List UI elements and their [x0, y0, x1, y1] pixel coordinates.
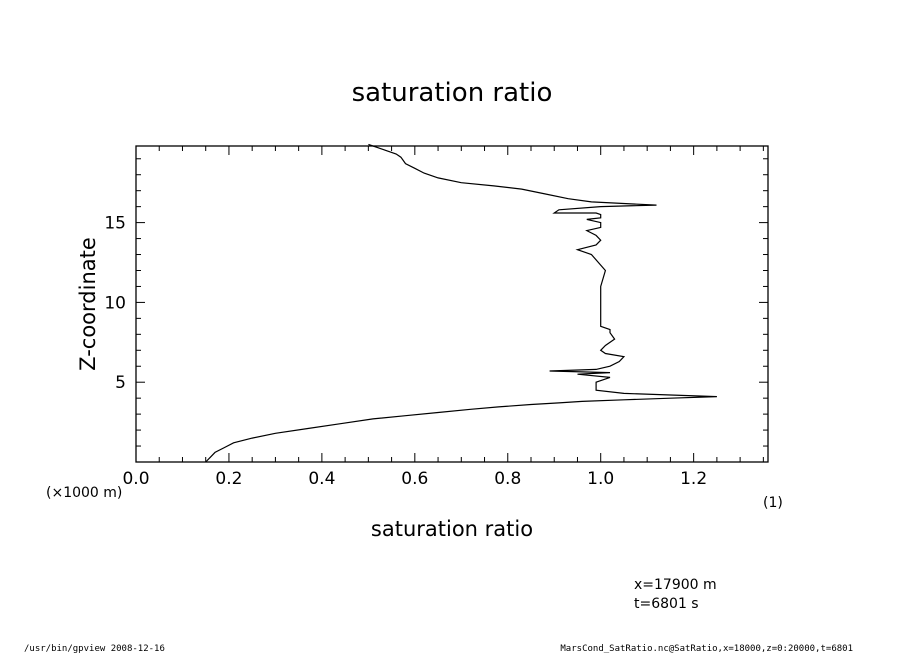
x-tick-label: 1.2 — [680, 469, 707, 489]
y-tick-label: 5 — [115, 373, 126, 393]
series-line — [205, 143, 717, 463]
y-tick-labels: 5 10 15 — [104, 214, 126, 394]
y-axis-label: Z-coordinate — [76, 237, 100, 371]
y-unit-label: (×1000 m) — [46, 485, 122, 501]
x-tick-label: 0.0 — [122, 469, 149, 489]
footer-right: MarsCond_SatRatio.nc@SatRatio,x=18000,z=… — [560, 644, 853, 654]
chart-title: saturation ratio — [352, 78, 553, 108]
y-tick-label: 15 — [104, 214, 126, 234]
y-tick-label: 10 — [104, 293, 126, 313]
x-tick-label: 0.4 — [308, 469, 335, 489]
footer-left: /usr/bin/gpview 2008-12-16 — [24, 644, 165, 654]
x-axis-label: saturation ratio — [371, 517, 533, 541]
x-unit-label: (1) — [763, 495, 783, 511]
time-annotation: t=6801 s — [634, 596, 699, 612]
x-position-annotation: x=17900 m — [634, 577, 717, 593]
tick-marks — [135, 146, 768, 462]
x-tick-label: 0.8 — [494, 469, 521, 489]
x-tick-label: 0.2 — [215, 469, 242, 489]
x-tick-label: 0.6 — [401, 469, 428, 489]
x-tick-label: 1.0 — [587, 469, 614, 489]
x-tick-labels: 0.0 0.2 0.4 0.6 0.8 1.0 1.2 — [122, 469, 707, 489]
plot-frame — [135, 145, 769, 463]
